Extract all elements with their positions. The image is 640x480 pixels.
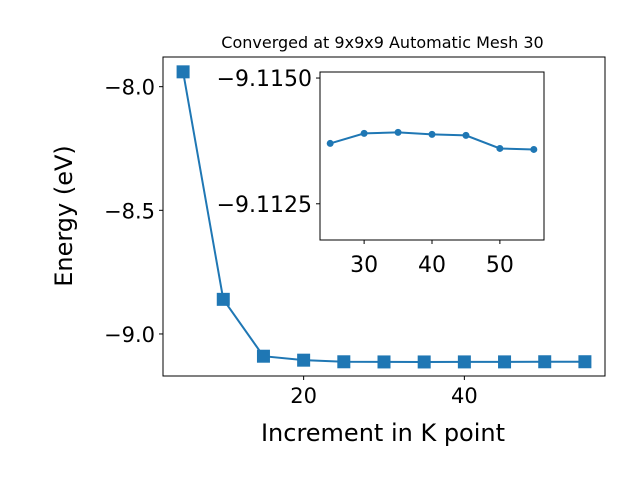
main-data-point [377, 355, 391, 369]
main-x-tick-label: 20 [290, 384, 317, 408]
main-data-point [498, 355, 512, 369]
inset-y-tick-label: −9.1150 [217, 67, 312, 92]
main-series [176, 65, 592, 369]
inset-x-ticks: 30 40 50 [350, 240, 514, 278]
inset-x-tick-label: 40 [418, 253, 446, 278]
main-data-point [417, 355, 431, 369]
main-data-point [457, 355, 471, 369]
inset-background [320, 72, 544, 240]
main-data-point [337, 355, 351, 369]
inset-data-point [360, 129, 368, 137]
inset-y-tick-label: −9.1125 [217, 193, 312, 218]
inset-plot: 30 40 50 −9.1150 −9.1125 [217, 67, 545, 278]
main-y-tick-label: −8.5 [104, 199, 155, 223]
inset-data-point [428, 130, 436, 138]
inset-data-point [462, 131, 470, 139]
main-data-point [578, 355, 592, 369]
main-y-ticks: −8.0 −8.5 −9.0 [104, 76, 163, 347]
main-data-point [216, 292, 230, 306]
main-y-tick-label: −8.0 [104, 76, 155, 100]
y-axis-label: Energy (eV) [50, 145, 78, 287]
inset-data-point [394, 128, 402, 136]
main-data-point [176, 65, 190, 79]
main-plot: 20 40 −8.0−8.5−9.0 [104, 56, 606, 408]
inset-data-point [326, 139, 334, 147]
inset-x-tick-label: 50 [486, 253, 514, 278]
inset-data-point [530, 145, 538, 153]
main-x-tick-label: 40 [451, 384, 478, 408]
inset-series [326, 128, 538, 153]
inset-frame [319, 71, 545, 241]
x-axis-label: Increment in K point [261, 419, 505, 447]
inset-x-tick-label: 30 [350, 253, 378, 278]
main-data-point [538, 355, 552, 369]
main-data-point [297, 353, 311, 367]
inset-data-point [496, 144, 504, 152]
inset-y-ticks: −9.1150 −9.1125 [217, 67, 320, 218]
main-plot-frame [162, 56, 606, 377]
main-y-tick-label: −9.0 [104, 323, 155, 347]
main-data-point [256, 349, 270, 363]
chart-title: Converged at 9x9x9 Automatic Mesh 30 [221, 33, 543, 52]
main-x-ticks: 20 40 [290, 376, 478, 408]
